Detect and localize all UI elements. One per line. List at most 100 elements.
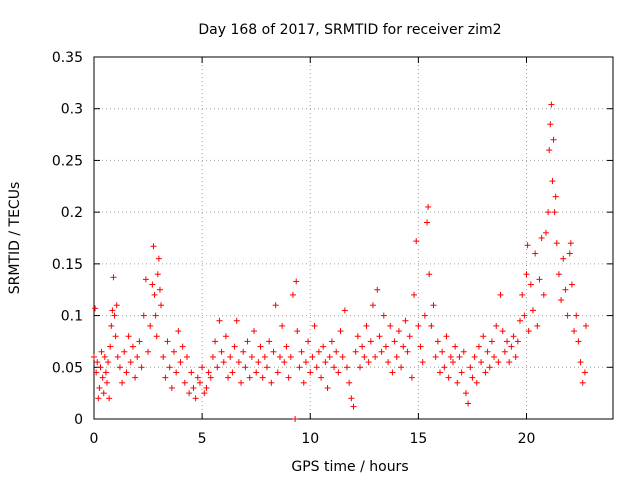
data-point: [389, 369, 396, 376]
data-point: [103, 379, 110, 386]
data-point: [283, 343, 290, 350]
data-point: [248, 353, 255, 360]
data-point: [150, 243, 157, 250]
data-point: [328, 338, 335, 345]
data-point: [495, 359, 502, 366]
data-point: [564, 312, 571, 319]
data-point: [134, 353, 141, 360]
data-point: [255, 359, 262, 366]
data-point: [380, 312, 387, 319]
data-point: [222, 333, 229, 340]
data-point: [110, 274, 117, 281]
data-point: [363, 322, 370, 329]
data-point: [493, 322, 500, 329]
data-point: [186, 390, 193, 397]
data-point: [121, 348, 128, 355]
data-point: [227, 353, 234, 360]
data-point: [421, 312, 428, 319]
grid: [94, 57, 613, 419]
data-point: [361, 353, 368, 360]
data-point: [229, 369, 236, 376]
data-point: [354, 333, 361, 340]
data-point: [156, 286, 163, 293]
data-point: [514, 338, 521, 345]
data-point: [579, 379, 586, 386]
data-point: [499, 328, 506, 335]
data-point: [552, 193, 559, 200]
data-point: [105, 359, 112, 366]
data-point: [555, 271, 562, 278]
data-point: [183, 353, 190, 360]
y-tick-label: 0.35: [52, 50, 83, 66]
data-point: [337, 328, 344, 335]
data-point: [551, 209, 558, 216]
data-point: [434, 338, 441, 345]
data-point: [194, 374, 201, 381]
data-point: [432, 353, 439, 360]
data-point: [112, 333, 119, 340]
data-point: [568, 281, 575, 288]
data-point: [192, 395, 199, 402]
data-point: [175, 328, 182, 335]
data-point: [558, 297, 565, 304]
data-point: [504, 338, 511, 345]
data-point: [125, 333, 132, 340]
data-point: [132, 374, 139, 381]
data-point: [508, 343, 515, 350]
chart-title: Day 168 of 2017, SRMTID for receiver zim…: [198, 22, 501, 38]
data-point: [160, 353, 167, 360]
data-point: [447, 353, 454, 360]
plot-frame: [93, 56, 614, 420]
data-point: [214, 364, 221, 371]
data-point: [190, 384, 197, 391]
data-point: [449, 359, 456, 366]
x-tick-label: 5: [198, 431, 207, 447]
data-point: [171, 348, 178, 355]
data-point: [155, 255, 162, 262]
data-point: [257, 343, 264, 350]
data-point: [480, 333, 487, 340]
data-point: [293, 278, 300, 285]
data-point: [246, 374, 253, 381]
data-point: [333, 348, 340, 355]
data-point: [102, 369, 109, 376]
data-point: [545, 209, 552, 216]
data-point: [152, 312, 159, 319]
data-point: [140, 312, 147, 319]
data-point: [279, 322, 286, 329]
data-point: [534, 322, 541, 329]
data-point: [307, 369, 314, 376]
data-point: [173, 369, 180, 376]
data-point: [346, 379, 353, 386]
data-point: [439, 348, 446, 355]
data-point: [298, 348, 305, 355]
data-point: [382, 343, 389, 350]
data-point: [536, 276, 543, 283]
y-tick-label: 0.25: [52, 153, 83, 169]
data-point: [166, 364, 173, 371]
data-point: [220, 359, 227, 366]
data-point: [385, 359, 392, 366]
data-point: [302, 359, 309, 366]
data-point: [548, 101, 555, 108]
data-point: [154, 271, 161, 278]
data-point: [123, 369, 130, 376]
data-point: [365, 359, 372, 366]
data-point: [398, 364, 405, 371]
data-point: [488, 338, 495, 345]
data-point: [478, 359, 485, 366]
data-point: [339, 353, 346, 360]
data-point: [430, 302, 437, 309]
data-point: [331, 364, 338, 371]
data-point: [443, 333, 450, 340]
data-point: [203, 384, 210, 391]
y-tick-label: 0.05: [52, 360, 83, 376]
data-point: [484, 348, 491, 355]
data-point: [395, 328, 402, 335]
data-point: [491, 353, 498, 360]
data-point: [575, 338, 582, 345]
data-point: [153, 333, 160, 340]
data-point: [538, 235, 545, 241]
data-point: [326, 353, 333, 360]
